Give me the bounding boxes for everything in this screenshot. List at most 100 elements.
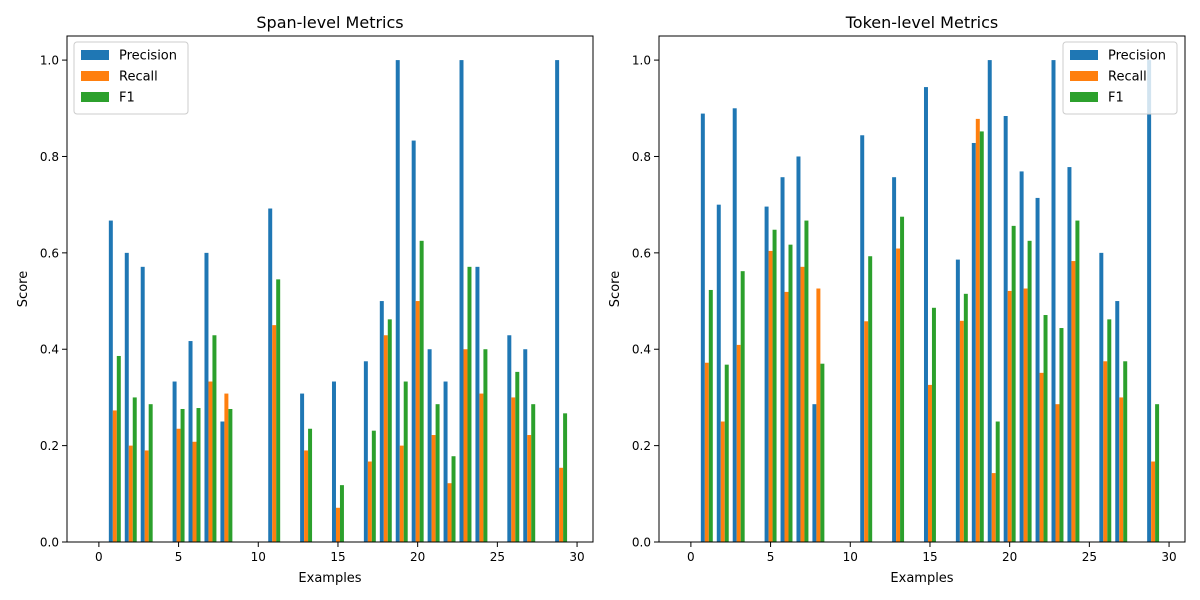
span-legend-swatch-recall bbox=[81, 71, 109, 81]
token-x-axis-label: Examples bbox=[890, 571, 953, 586]
token-bar-precision-6 bbox=[780, 177, 785, 542]
span-bar-precision-19 bbox=[395, 60, 400, 542]
span-x-tick-label: 5 bbox=[175, 550, 183, 564]
span-bar-f1-19 bbox=[403, 381, 408, 542]
span-bar-recall-24 bbox=[479, 393, 484, 542]
token-bar-f1-24 bbox=[1075, 220, 1080, 542]
span-x-tick-label: 20 bbox=[410, 550, 425, 564]
token-bar-precision-27 bbox=[1115, 301, 1120, 542]
token-bar-precision-19 bbox=[987, 60, 992, 542]
token-y-ticks: 0.0 0.2 0.4 0.6 0.8 1.0 bbox=[632, 54, 659, 550]
span-bar-recall-8 bbox=[224, 393, 229, 542]
span-bar-f1-23 bbox=[467, 266, 472, 542]
token-bar-recall-17 bbox=[959, 320, 964, 542]
token-x-tick-label: 25 bbox=[1082, 550, 1097, 564]
span-legend-label-recall: Recall bbox=[119, 70, 158, 85]
token-bar-recall-15 bbox=[927, 384, 932, 542]
token-bars bbox=[700, 60, 1160, 543]
span-bar-recall-1 bbox=[112, 410, 117, 542]
token-bar-f1-1 bbox=[708, 289, 713, 542]
span-y-axis-label: Score bbox=[16, 271, 31, 307]
token-bar-recall-1 bbox=[704, 362, 709, 542]
token-bar-precision-21 bbox=[1019, 171, 1024, 543]
token-x-tick-label: 30 bbox=[1161, 550, 1176, 564]
span-bar-recall-21 bbox=[431, 435, 436, 542]
span-y-tick-label: 0.2 bbox=[40, 439, 59, 453]
span-bar-precision-2 bbox=[124, 252, 129, 543]
token-bar-recall-20 bbox=[1007, 290, 1012, 542]
span-bar-f1-2 bbox=[132, 397, 137, 542]
token-legend-label-precision: Precision bbox=[1108, 49, 1166, 64]
token-bar-f1-19 bbox=[995, 421, 1000, 542]
span-bar-precision-23 bbox=[459, 60, 464, 542]
token-bar-precision-2 bbox=[716, 204, 721, 543]
token-bar-recall-24 bbox=[1071, 261, 1076, 542]
span-bar-recall-11 bbox=[272, 325, 277, 542]
span-chart-title: Span-level Metrics bbox=[256, 13, 403, 32]
token-bar-recall-29 bbox=[1151, 461, 1156, 542]
token-bar-precision-15 bbox=[923, 87, 928, 542]
span-bar-precision-20 bbox=[411, 140, 416, 542]
span-bar-f1-6 bbox=[196, 408, 201, 542]
span-y-tick-label: 0.0 bbox=[40, 536, 59, 550]
token-bar-f1-29 bbox=[1155, 404, 1160, 542]
span-plot-frame bbox=[66, 35, 594, 543]
span-x-tick-label: 15 bbox=[330, 550, 345, 564]
span-bars bbox=[108, 60, 568, 543]
token-bar-f1-18 bbox=[979, 131, 984, 543]
span-bar-f1-27 bbox=[531, 404, 536, 542]
token-x-ticks: 0 5 10 15 20 25 30 bbox=[687, 542, 1177, 564]
span-x-tick-label: 0 bbox=[95, 550, 103, 564]
span-bar-recall-19 bbox=[399, 445, 404, 542]
token-bar-precision-5 bbox=[764, 206, 769, 542]
span-bar-recall-18 bbox=[383, 335, 388, 542]
span-y-ticks: 0.0 0.2 0.4 0.6 0.8 1.0 bbox=[40, 54, 67, 550]
token-legend-label-recall: Recall bbox=[1108, 70, 1147, 85]
token-y-tick-label: 1.0 bbox=[632, 54, 651, 68]
token-bar-recall-18 bbox=[975, 118, 980, 542]
span-bar-recall-3 bbox=[144, 450, 149, 542]
span-bar-f1-15 bbox=[339, 485, 344, 542]
token-y-tick-label: 0.4 bbox=[632, 343, 651, 357]
span-bar-recall-17 bbox=[367, 461, 372, 542]
token-x-tick-label: 5 bbox=[767, 550, 775, 564]
span-bar-f1-13 bbox=[308, 428, 313, 542]
span-bar-precision-24 bbox=[475, 266, 480, 542]
token-bar-f1-17 bbox=[963, 293, 968, 542]
token-bar-f1-23 bbox=[1059, 328, 1064, 542]
token-legend-swatch-recall bbox=[1070, 71, 1098, 81]
span-bar-precision-15 bbox=[331, 381, 336, 542]
span-bar-recall-29 bbox=[559, 467, 564, 542]
token-bar-f1-11 bbox=[868, 256, 873, 542]
token-bar-f1-22 bbox=[1043, 315, 1048, 542]
token-legend-label-f1: F1 bbox=[1108, 91, 1124, 106]
span-bar-recall-22 bbox=[447, 483, 452, 542]
token-bar-f1-21 bbox=[1027, 240, 1032, 542]
span-bar-precision-27 bbox=[523, 349, 528, 542]
token-bar-recall-7 bbox=[800, 266, 805, 542]
span-y-tick-label: 0.4 bbox=[40, 343, 59, 357]
span-y-tick-label: 0.6 bbox=[40, 246, 59, 260]
token-legend-swatch-f1 bbox=[1070, 92, 1098, 102]
token-bar-recall-26 bbox=[1103, 361, 1108, 542]
span-x-tick-label: 25 bbox=[490, 550, 505, 564]
token-y-tick-label: 0.8 bbox=[632, 150, 651, 164]
token-bar-precision-20 bbox=[1003, 116, 1008, 542]
token-y-tick-label: 0.6 bbox=[632, 246, 651, 260]
token-x-tick-label: 15 bbox=[922, 550, 937, 564]
span-bar-f1-24 bbox=[483, 349, 488, 542]
token-bar-precision-17 bbox=[955, 259, 960, 542]
span-bar-f1-1 bbox=[116, 355, 121, 542]
span-bar-recall-27 bbox=[527, 435, 532, 542]
span-bar-f1-22 bbox=[451, 456, 456, 542]
span-bar-precision-6 bbox=[188, 341, 193, 542]
token-level-chart: 0 5 10 15 20 25 30 0.0 0.2 0.4 0.6 0.8 1.0 Token-le… bbox=[608, 13, 1186, 586]
token-bar-f1-3 bbox=[740, 271, 745, 542]
token-bar-f1-27 bbox=[1123, 361, 1128, 542]
span-bar-f1-26 bbox=[515, 371, 520, 542]
token-bar-f1-8 bbox=[820, 363, 825, 542]
token-y-axis-label: Score bbox=[608, 271, 623, 307]
token-bar-recall-8 bbox=[816, 288, 821, 542]
token-bar-f1-13 bbox=[900, 216, 905, 542]
